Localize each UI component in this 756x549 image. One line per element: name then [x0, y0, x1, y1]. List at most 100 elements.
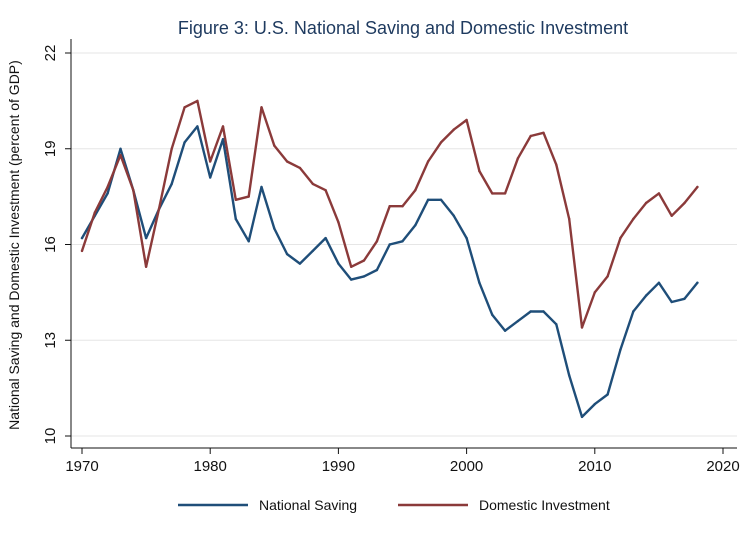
data-point-national-saving-1986	[285, 252, 289, 256]
data-point-national-saving-1982	[234, 217, 237, 221]
data-point-domestic-investment-1971	[93, 211, 97, 214]
y-tick-label: 19	[42, 140, 59, 157]
data-point-national-saving-2017	[683, 297, 686, 300]
data-point-national-saving-2011	[606, 393, 609, 396]
x-tick-label: 2010	[578, 458, 611, 475]
data-point-domestic-investment-1986	[285, 160, 289, 163]
chart-title: Figure 3: U.S. National Saving and Domes…	[178, 18, 628, 38]
data-point-domestic-investment-1989	[324, 189, 327, 192]
x-tick-label: 2000	[450, 458, 483, 475]
data-point-domestic-investment-2010	[593, 291, 596, 294]
data-point-national-saving-2008	[568, 374, 571, 377]
data-point-national-saving-2009	[580, 415, 584, 419]
data-point-domestic-investment-1981	[221, 125, 225, 128]
data-point-domestic-investment-1984	[260, 106, 263, 109]
data-point-domestic-investment-1997	[426, 160, 430, 163]
y-axis-label: National Saving and Domestic Investment …	[6, 60, 22, 430]
data-point-national-saving-2004	[516, 319, 520, 323]
data-point-domestic-investment-1995	[401, 205, 404, 208]
data-point-national-saving-2001	[478, 281, 481, 284]
series-line-domestic-investment	[80, 99, 699, 329]
data-point-national-saving-1981	[221, 138, 225, 141]
data-point-domestic-investment-1994	[388, 205, 391, 208]
data-point-domestic-investment-1976	[157, 208, 161, 211]
data-point-national-saving-2006	[542, 310, 545, 313]
data-point-national-saving-1991	[350, 278, 353, 281]
data-point-domestic-investment-2013	[632, 217, 635, 221]
data-point-national-saving-1984	[260, 185, 263, 189]
data-point-national-saving-1975	[144, 236, 148, 240]
data-point-domestic-investment-1970	[80, 249, 84, 253]
data-point-domestic-investment-1979	[196, 99, 199, 103]
data-point-national-saving-2005	[529, 310, 532, 313]
data-point-domestic-investment-2002	[491, 192, 494, 195]
data-point-national-saving-2003	[503, 329, 507, 332]
x-tick-label: 1980	[194, 458, 227, 475]
data-point-domestic-investment-1972	[106, 185, 109, 189]
data-point-domestic-investment-2006	[542, 131, 545, 134]
data-point-national-saving-1988	[311, 249, 314, 253]
data-point-national-saving-1998	[439, 198, 443, 201]
data-point-domestic-investment-1996	[414, 189, 417, 192]
y-tick-label: 16	[42, 236, 59, 253]
data-point-domestic-investment-1987	[298, 166, 302, 170]
data-point-national-saving-1993	[375, 268, 379, 272]
legend-label-domestic-investment: Domestic Investment	[479, 497, 610, 513]
data-point-national-saving-2012	[619, 348, 622, 351]
data-point-domestic-investment-1977	[170, 147, 173, 150]
data-point-national-saving-1996	[414, 224, 417, 227]
data-point-national-saving-1999	[452, 214, 455, 217]
data-point-national-saving-1997	[426, 198, 430, 201]
data-point-national-saving-1992	[362, 275, 366, 278]
y-tick-label: 22	[42, 45, 59, 62]
series-line-national-saving	[80, 125, 699, 419]
data-point-domestic-investment-1975	[144, 265, 148, 268]
data-point-domestic-investment-2004	[516, 157, 520, 160]
legend: National Saving Domestic Investment	[178, 497, 610, 513]
data-point-national-saving-1989	[324, 236, 327, 240]
data-point-national-saving-1978	[183, 141, 186, 144]
data-point-domestic-investment-2009	[580, 326, 584, 329]
data-point-domestic-investment-2012	[619, 236, 622, 240]
data-point-national-saving-2014	[644, 294, 648, 297]
data-point-national-saving-1987	[298, 262, 302, 265]
data-point-domestic-investment-1991	[350, 265, 353, 268]
data-point-domestic-investment-2016	[670, 214, 673, 217]
data-point-domestic-investment-1982	[234, 198, 237, 201]
data-point-national-saving-1985	[273, 227, 276, 230]
data-point-national-saving-1995	[401, 240, 404, 243]
data-point-domestic-investment-2008	[568, 217, 571, 221]
data-point-national-saving-2000	[465, 236, 468, 240]
data-point-national-saving-2002	[491, 313, 494, 316]
data-point-domestic-investment-2007	[555, 163, 558, 166]
data-point-domestic-investment-1985	[273, 144, 276, 147]
data-point-national-saving-2018	[696, 281, 699, 284]
data-point-domestic-investment-1988	[311, 182, 314, 186]
data-point-domestic-investment-1999	[452, 128, 455, 131]
data-point-domestic-investment-2003	[503, 192, 507, 195]
x-tick-label: 1990	[322, 458, 355, 475]
data-point-national-saving-1973	[119, 147, 122, 150]
data-point-domestic-investment-2014	[644, 201, 648, 205]
data-point-national-saving-1979	[196, 125, 199, 128]
data-point-national-saving-1972	[106, 192, 109, 195]
x-tick-label: 1970	[65, 458, 98, 475]
data-point-domestic-investment-2017	[683, 201, 686, 205]
data-point-national-saving-2016	[670, 300, 673, 304]
data-point-national-saving-1990	[337, 262, 340, 265]
data-point-domestic-investment-1998	[439, 141, 443, 144]
data-point-domestic-investment-1980	[209, 160, 212, 163]
data-point-national-saving-2013	[632, 310, 635, 313]
y-tick-label: 10	[42, 428, 59, 445]
data-point-national-saving-1983	[247, 240, 250, 243]
data-point-national-saving-1970	[80, 236, 84, 240]
data-point-national-saving-1994	[388, 243, 391, 246]
data-point-national-saving-1980	[209, 176, 212, 179]
data-point-domestic-investment-1990	[337, 221, 340, 224]
y-ticks: 10 13 16 19 22	[42, 45, 71, 445]
data-point-national-saving-2015	[657, 281, 661, 284]
data-point-domestic-investment-2005	[529, 134, 532, 138]
x-tick-label: 2020	[706, 458, 739, 475]
data-point-domestic-investment-1992	[362, 259, 366, 262]
